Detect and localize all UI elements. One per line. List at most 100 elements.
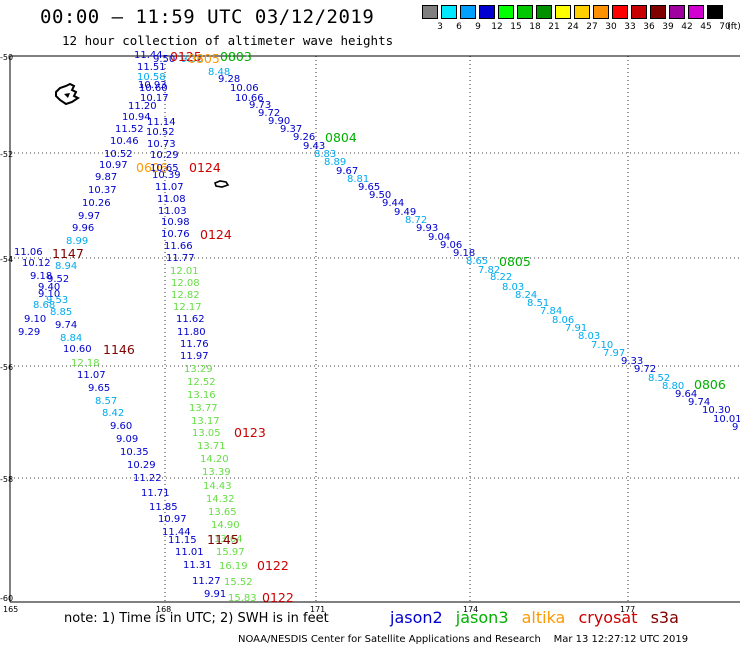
lon-tick: 171 [310, 605, 325, 614]
wave-height-label: 9.74 [55, 320, 77, 331]
wave-height-label: 13.05 [192, 428, 221, 439]
wave-height-label: 13.29 [184, 364, 213, 375]
lat-tick: -56 [0, 363, 13, 372]
wave-height-label: 11.77 [166, 253, 195, 264]
satellite-legend: jason2 jason3 altika cryosat s3a [390, 608, 687, 627]
map-subtitle: 12 hour collection of altimeter wave hei… [62, 33, 394, 48]
wave-height-label: 11.76 [180, 339, 209, 350]
legend-cryosat: cryosat [578, 608, 638, 627]
wave-height-label: 15.83 [228, 593, 257, 604]
colorbar-label: 27 [586, 22, 598, 32]
footnote: note: 1) Time is in UTC; 2) SWH is in fe… [64, 611, 329, 626]
wave-height-label: 9.37 [280, 124, 302, 135]
wave-height-label: 10.76 [161, 229, 190, 240]
colorbar-label: 36 [643, 22, 655, 32]
wave-height-label: 10.01 [713, 414, 740, 425]
colorbar-swatch [631, 5, 647, 19]
colorbar-label: 15 [510, 22, 522, 32]
wave-height-label: 8.42 [102, 408, 124, 419]
wave-height-label: 10.17 [140, 93, 169, 104]
colorbar-swatch [574, 5, 590, 19]
wave-height-label: 9.67 [336, 166, 358, 177]
campbell-island [214, 180, 230, 188]
legend-jason2: jason2 [390, 608, 443, 627]
wave-height-label: 9.65 [88, 383, 110, 394]
wave-height-label: 11.06 [14, 247, 43, 258]
wave-height-label: 16.19 [219, 561, 248, 572]
wave-height-label: 13.39 [202, 467, 231, 478]
wave-height-label: 14.90 [211, 520, 240, 531]
legend-jason3: jason3 [455, 608, 509, 627]
wave-height-label: 14.20 [200, 454, 229, 465]
wave-height-label: 10.94 [122, 112, 151, 123]
wave-height-label: 11.62 [176, 314, 205, 325]
wave-height-label: 11.71 [141, 488, 170, 499]
lon-tick: 168 [156, 605, 171, 614]
wave-height-label: 10.37 [88, 185, 117, 196]
colorbar-label: 21 [548, 22, 560, 32]
wave-height-label: 10.60 [63, 344, 92, 355]
wave-height-label: 9.29 [18, 327, 40, 338]
lon-tick-labels: 165 168 171 174 177 [3, 605, 635, 614]
wave-height-label: 9.44 [382, 198, 404, 209]
wave-height-label: 11.51 [137, 62, 166, 73]
colorbar-unit: (ft) [727, 22, 740, 32]
wave-height-label: 11.07 [77, 370, 106, 381]
wave-height-label: 12.01 [170, 266, 199, 277]
wave-height-label: 8.89 [324, 157, 346, 168]
wave-height-label: 11.01 [175, 547, 204, 558]
wave-height-label: 9.64 [675, 389, 697, 400]
colorbar-label: 70 [719, 22, 731, 32]
wave-height-label: 10.93 [138, 80, 167, 91]
colorbar-swatch [593, 5, 609, 19]
pass-time-label: 1146 [103, 342, 135, 357]
pass-time-label: 0122 [262, 590, 294, 605]
colorbar-label: 18 [529, 22, 541, 32]
wave-height-label: 10.30 [702, 405, 731, 416]
colorbar-label: 24 [567, 22, 579, 32]
colorbar-label: 6 [456, 22, 462, 32]
wave-height-label: 8.22 [490, 272, 512, 283]
wave-height-label: 9.04 [428, 232, 450, 243]
wave-height-label: 9.93 [416, 223, 438, 234]
colorbar-swatch [517, 5, 533, 19]
wave-height-label: 11.27 [192, 576, 221, 587]
wave-height-label: 9.18 [453, 248, 475, 259]
wave-height-label: 8.84 [60, 333, 82, 344]
wave-height-label: 8.80 [662, 381, 684, 392]
colorbar-swatch [479, 5, 495, 19]
wave-height-label: 9.65 [358, 182, 380, 193]
wave-height-label: 9.06 [440, 240, 462, 251]
wave-height-label: 10.12 [22, 258, 51, 269]
wave-height-label: 11.20 [128, 101, 157, 112]
pass-time-label: 0122 [257, 558, 289, 573]
colorbar-label: 12 [491, 22, 503, 32]
wave-height-label: 8.83 [314, 149, 336, 160]
wave-height-label: 8.03 [578, 331, 600, 342]
wave-height-label: 8.72 [405, 215, 427, 226]
wave-height-label: 14.32 [206, 494, 235, 505]
lat-gridlines [10, 152, 740, 479]
wave-height-label: 9.72 [258, 108, 280, 119]
wave-height-label: 13.16 [187, 390, 216, 401]
wave-height-label: 11.97 [180, 351, 209, 362]
wave-height-label: 10.46 [110, 136, 139, 147]
lat-tick: -60 [0, 594, 13, 603]
wave-height-label: 10.26 [82, 198, 111, 209]
colorbar-label: 3 [437, 22, 443, 32]
credit-line: NOAA/NESDIS Center for Satellite Applica… [238, 634, 689, 645]
pass-time-label: 0123 [234, 425, 266, 440]
wave-height-label: 11.07 [155, 182, 184, 193]
lon-tick: 174 [463, 605, 478, 614]
wave-height-label: 10.29 [150, 150, 179, 161]
wave-height-label: 11.08 [157, 194, 186, 205]
colorbar-swatch [555, 5, 571, 19]
lon-gridlines [164, 56, 629, 602]
wave-height-label: 8.68 [33, 300, 55, 311]
lat-tick: -52 [0, 150, 13, 159]
wave-height-label: 9.60 [110, 421, 132, 432]
wave-height-label: 10.97 [158, 514, 187, 525]
wave-height-label: 9.50 [153, 54, 175, 65]
pass-time-label: 10.65 [150, 163, 179, 174]
